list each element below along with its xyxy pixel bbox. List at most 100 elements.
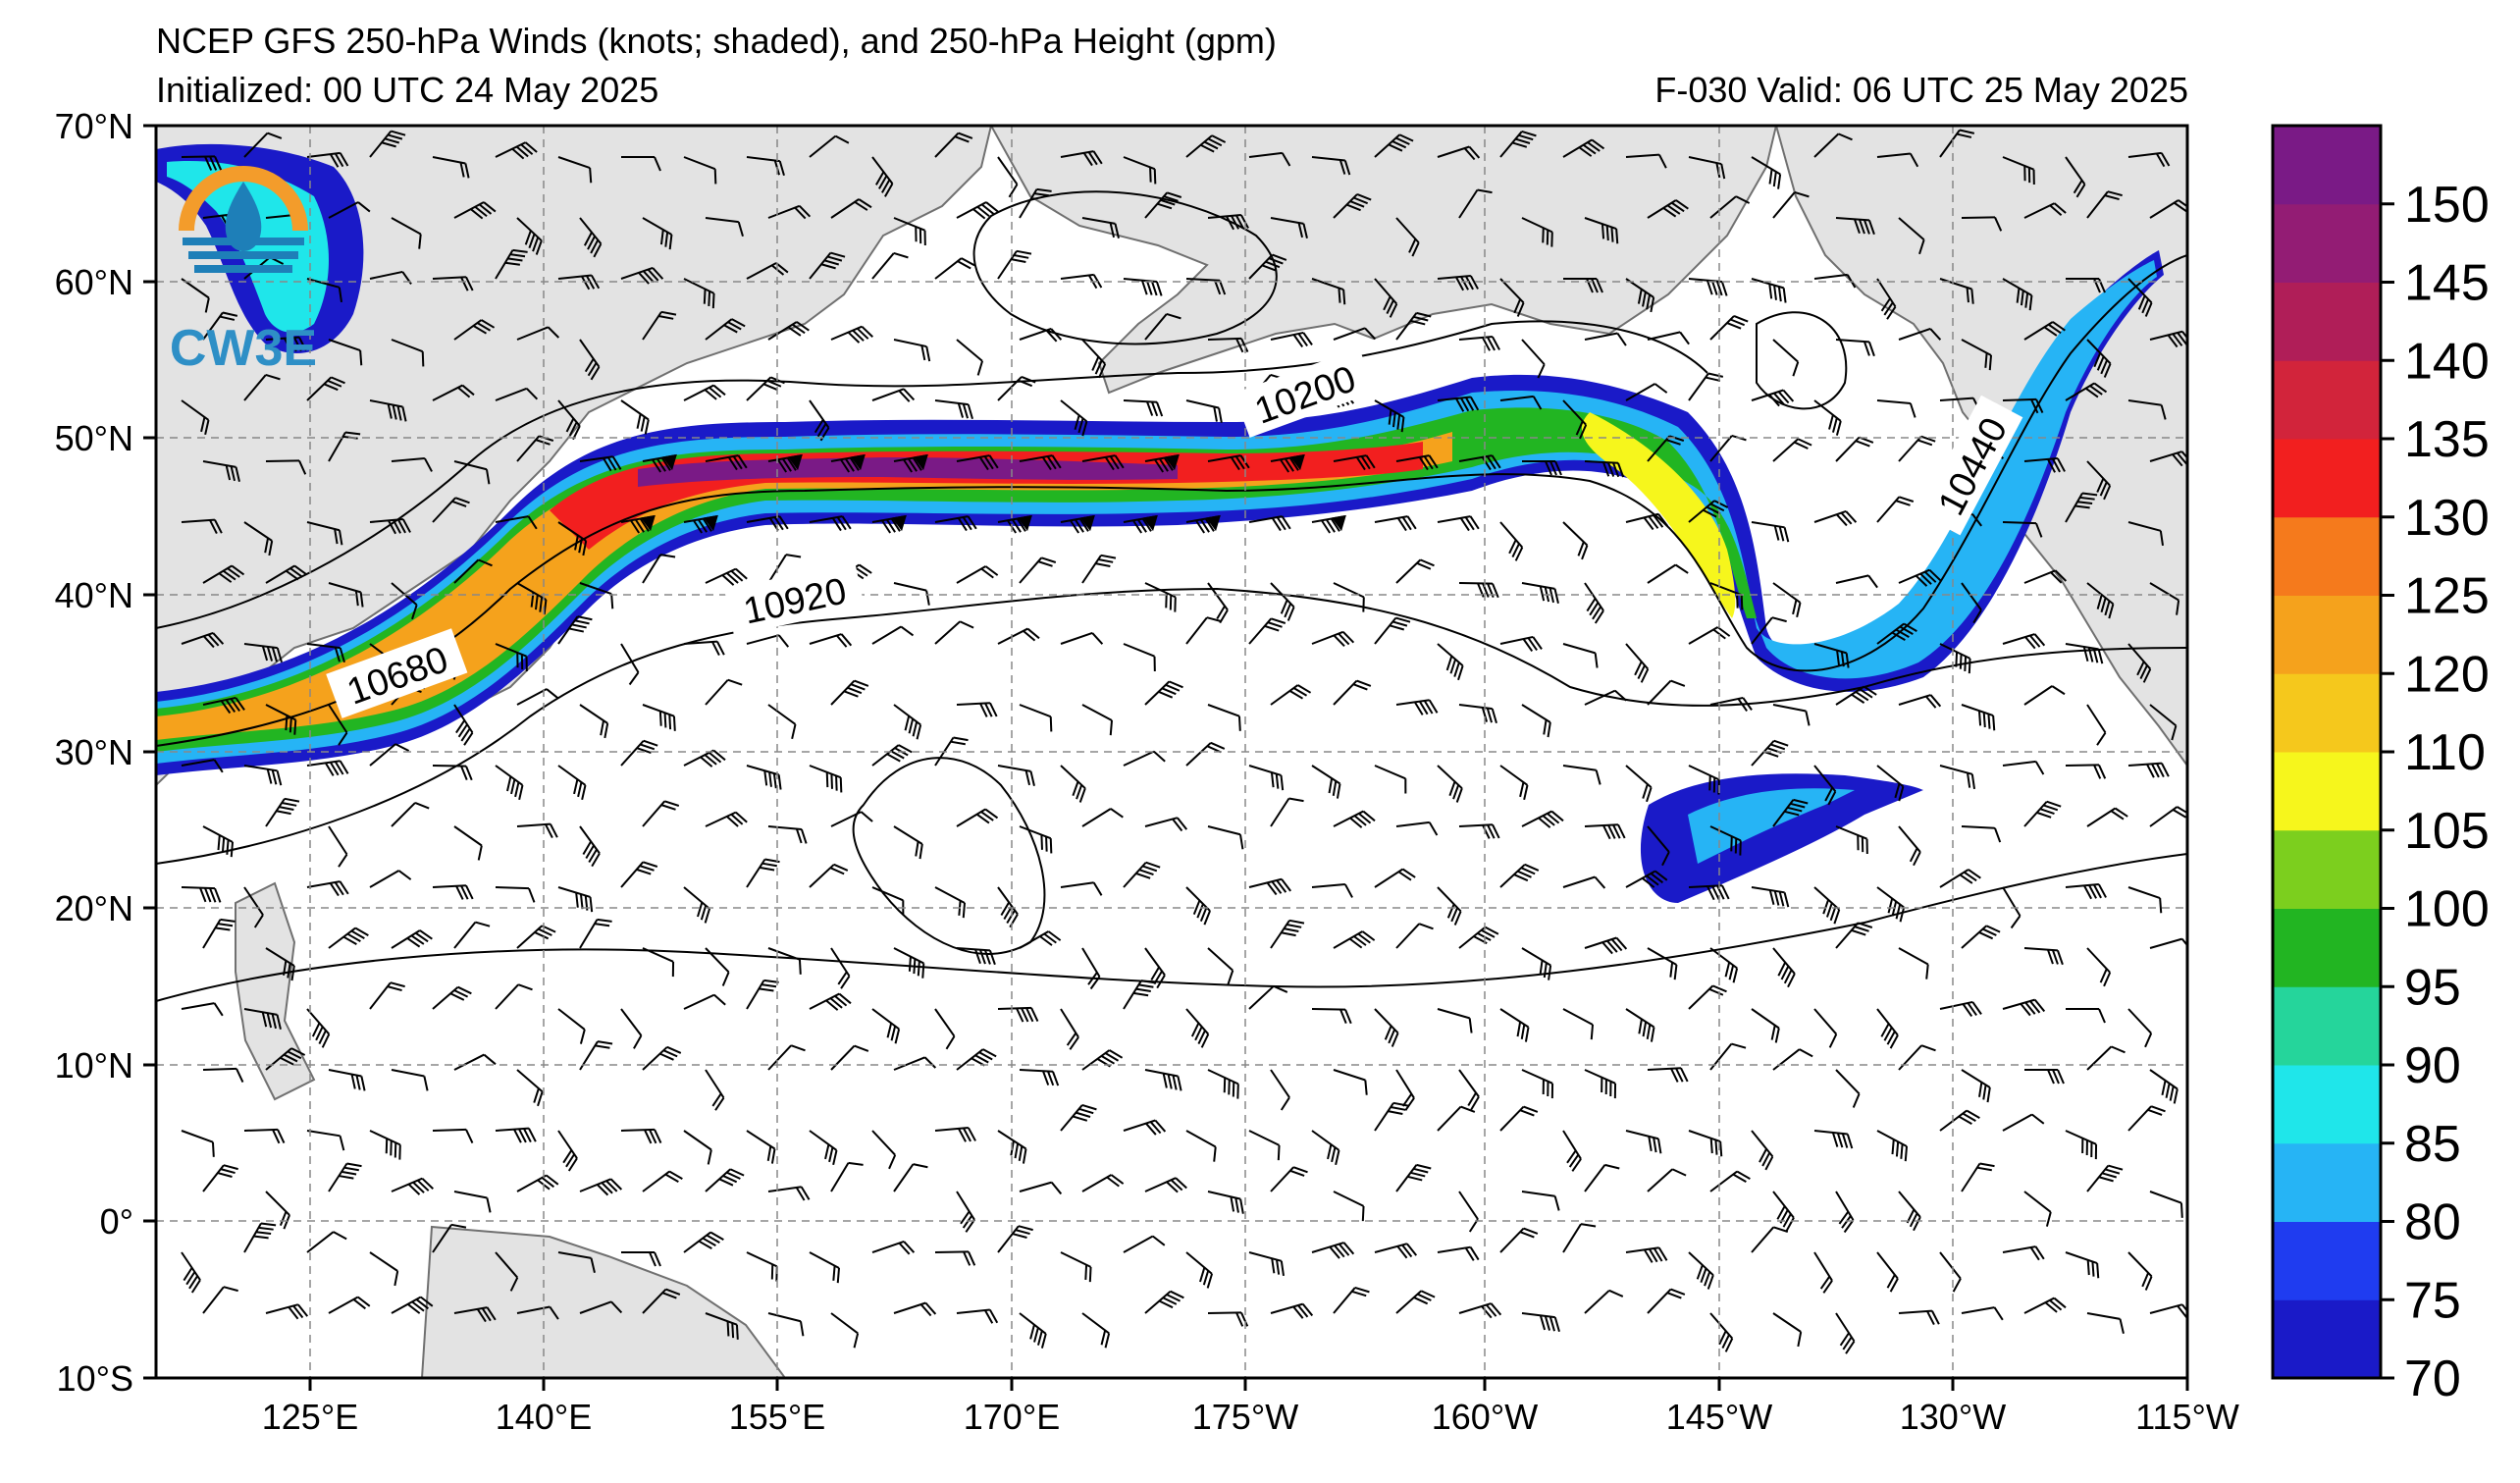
wind-barb	[705, 1069, 725, 1111]
wind-barb	[432, 765, 473, 781]
wind-barb	[1751, 886, 1790, 908]
wind-barb	[1751, 1226, 1789, 1253]
wind-barb	[1813, 1008, 1838, 1048]
wind-barb	[495, 141, 538, 160]
wind-barb	[1060, 399, 1088, 437]
colorbar-swatch	[2273, 516, 2381, 596]
wind-barb	[956, 454, 999, 471]
wind-barb	[2002, 278, 2033, 311]
wind-barb	[1458, 1302, 1502, 1319]
wind-barb	[1813, 886, 1841, 925]
wind-barb	[391, 339, 425, 367]
wind-barb	[1751, 156, 1782, 189]
wind-barb	[1311, 1242, 1355, 1259]
wind-barb	[1207, 337, 1249, 353]
wind-barb	[2065, 156, 2086, 198]
wind-barb	[1876, 1130, 1909, 1162]
colorbar-swatch	[2273, 829, 2381, 909]
wind-barb	[1584, 689, 1627, 706]
wind-barb	[1207, 1069, 1239, 1099]
wind-barb	[1395, 1290, 1436, 1314]
wind-barb	[1688, 1130, 1723, 1157]
wind-barb	[1123, 278, 1163, 296]
wind-barb	[1144, 312, 1181, 341]
wind-barb	[1123, 1235, 1166, 1253]
wind-barb	[557, 615, 593, 645]
wind-barb	[1437, 1105, 1476, 1132]
wind-barb	[1185, 886, 1211, 926]
wind-barb	[1311, 514, 1346, 534]
wind-barb	[1333, 930, 1376, 949]
wind-barb	[1081, 1174, 1125, 1192]
wind-barb	[1562, 765, 1601, 785]
wind-barb	[1625, 1008, 1655, 1042]
wind-barb	[1688, 278, 1728, 296]
wind-barb	[1248, 984, 1288, 1010]
wind-barb	[181, 886, 222, 903]
wind-barb	[1688, 156, 1726, 180]
wind-barb	[1060, 1103, 1097, 1132]
wind-barb	[1751, 1008, 1780, 1043]
wind-barb	[1270, 582, 1295, 621]
wind-barb	[557, 521, 588, 556]
wind-barb	[642, 800, 680, 827]
wind-barb	[830, 453, 866, 473]
wind-barb	[893, 1163, 928, 1192]
wind-barb	[1647, 947, 1678, 980]
wind-barb	[181, 759, 224, 773]
wind-barb	[579, 825, 601, 868]
wind-barb	[1185, 616, 1222, 645]
wind-barb	[557, 1008, 586, 1044]
lat-label: 40°N	[55, 575, 133, 615]
wind-barb	[1625, 1246, 1668, 1263]
wind-barb	[328, 1069, 366, 1091]
wind-barb	[495, 387, 539, 401]
wind-barb	[1270, 684, 1312, 706]
wind-barb	[1270, 797, 1304, 827]
colorbar-tick-label: 75	[2404, 1272, 2461, 1329]
wind-barb	[1772, 704, 1811, 726]
wind-barb	[642, 217, 673, 250]
colorbar-tick-label: 125	[2404, 568, 2490, 625]
wind-barb	[746, 765, 782, 790]
wind-barb	[432, 156, 470, 179]
wind-barb	[1437, 765, 1463, 803]
wind-barb	[1688, 500, 1729, 523]
wind-barb	[1374, 1101, 1409, 1132]
wind-barb	[181, 631, 225, 649]
wind-barb	[2023, 457, 2066, 473]
wind-barb	[893, 947, 925, 979]
wind-barb	[683, 993, 726, 1010]
wind-barb	[830, 947, 851, 989]
colorbar-tick-label: 90	[2404, 1037, 2461, 1094]
wind-barb	[1772, 190, 1810, 219]
wind-barb	[1562, 875, 1606, 889]
wind-barb	[830, 1044, 869, 1071]
wind-barb	[495, 643, 528, 671]
wind-barb	[1333, 1069, 1368, 1095]
wind-barb	[2086, 460, 2112, 501]
wind-barb	[1437, 145, 1481, 161]
wind-barb	[181, 399, 210, 436]
wind-barb	[642, 1288, 681, 1314]
lon-label: 155°E	[729, 1397, 825, 1437]
wind-barb	[934, 257, 975, 280]
colorbar-tick-label: 110	[2404, 724, 2486, 781]
wind-barb	[997, 627, 1040, 645]
wind-barb	[2086, 947, 2112, 987]
wind-barb	[1709, 947, 1739, 983]
wind-barb	[1521, 582, 1559, 604]
wind-barb	[1751, 739, 1789, 767]
wind-barb	[202, 1164, 238, 1192]
colorbar-swatch	[2273, 1299, 2381, 1379]
wind-barb	[2149, 1191, 2183, 1218]
wind-barb	[1144, 1290, 1184, 1314]
wind-barb	[306, 1130, 345, 1151]
wind-barb	[1835, 922, 1873, 949]
lon-label: 125°E	[262, 1397, 358, 1437]
wind-barb	[1185, 134, 1227, 158]
wind-barb	[391, 929, 433, 949]
lon-label: 115°W	[2135, 1397, 2239, 1437]
wind-barb	[1709, 696, 1753, 712]
wind-barb	[391, 457, 433, 472]
